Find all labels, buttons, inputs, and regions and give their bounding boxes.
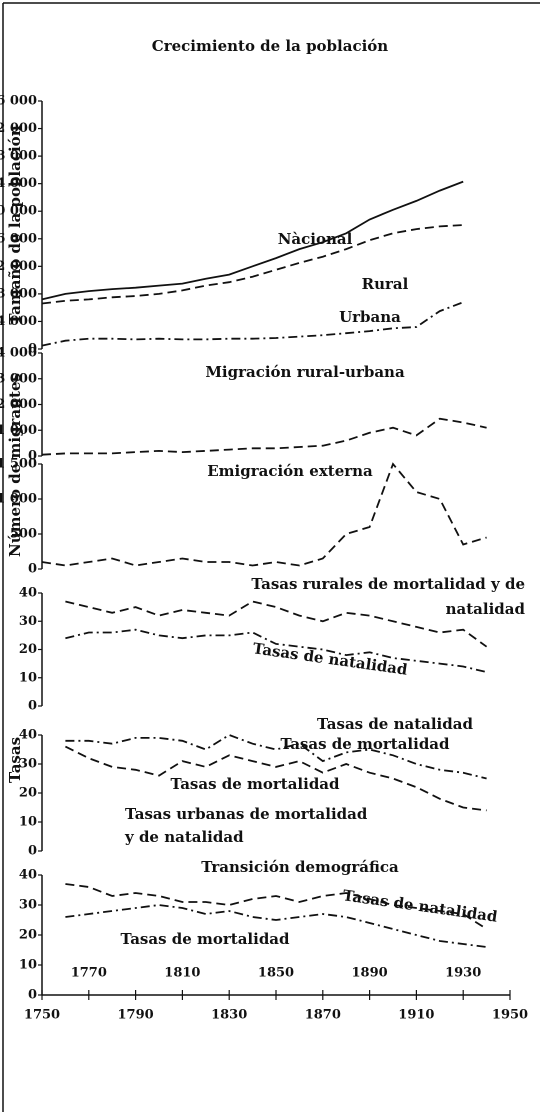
y-tick-label: 30 — [19, 757, 37, 772]
series-line — [65, 734, 487, 780]
x-tick-label: 1790 — [118, 1008, 154, 1023]
panel-title: natalidad — [446, 600, 526, 618]
y-tick-label: 1 500 — [0, 457, 37, 472]
annotation: y de natalidad — [124, 828, 244, 846]
y-tick-label: 10 — [19, 670, 37, 685]
y-tick-label: 0 — [28, 562, 37, 577]
series-label: Tasas de mortalidad — [280, 735, 450, 753]
series-label: Rural — [362, 275, 409, 293]
series-line — [65, 628, 487, 673]
y-tick-label: 0 — [28, 699, 37, 714]
y-tick-label: 20 — [19, 786, 37, 801]
series-line — [65, 745, 487, 812]
series-label: Urbana — [339, 308, 401, 326]
y-tick-label: 0 — [28, 844, 37, 859]
series-label: Tasas de mortalidad — [170, 775, 340, 793]
y-axis-label: Número de migrantes — [6, 373, 24, 557]
series-label: Nàcional — [278, 230, 353, 248]
x-tick-label: 1910 — [398, 1008, 434, 1023]
x-tick-label: 1950 — [492, 1008, 528, 1023]
x-tick-label: 1870 — [305, 1008, 341, 1023]
y-tick-label: 40 — [19, 868, 37, 883]
y-tick-label: 3 000 — [0, 371, 37, 386]
series-label: Tasas de natalidad — [317, 715, 473, 733]
panel-title: Migración rural-urbana — [205, 363, 405, 381]
y-tick-label: 10 — [19, 958, 37, 973]
y-tick-label: 16 000 — [0, 231, 37, 246]
x-tick-label: 1750 — [24, 1008, 60, 1023]
y-tick-label: 28 000 — [0, 149, 37, 164]
y-tick-label: 0 — [28, 988, 37, 1003]
y-tick-label: 36 000 — [0, 94, 37, 109]
y-tick-label: 40 — [19, 586, 37, 601]
series-line — [41, 417, 487, 456]
x-tick-label: 1830 — [211, 1008, 247, 1023]
x-tick-label: 1850 — [258, 966, 294, 981]
series-line — [41, 224, 464, 305]
y-tick-label: 30 — [19, 614, 37, 629]
panel-title: Crecimiento de la población — [152, 37, 389, 55]
series-label: Tasas de natalidad — [342, 886, 499, 926]
y-tick-label: 4 000 — [0, 346, 37, 361]
x-tick-label: 1930 — [445, 966, 481, 981]
y-tick-label: 0 — [28, 449, 37, 464]
y-tick-label: 0 — [28, 342, 37, 357]
y-tick-label: 4 000 — [0, 314, 37, 329]
series-line — [41, 301, 464, 347]
y-axis-label: Tamaño de la población — [6, 125, 24, 324]
y-tick-label: 12 000 — [0, 259, 37, 274]
annotation: Tasas urbanas de mortalidad — [125, 805, 368, 823]
x-tick-label: 1890 — [352, 966, 388, 981]
y-tick-label: 32 000 — [0, 121, 37, 136]
panel-title: Tasas rurales de mortalidad y de — [251, 575, 525, 593]
x-tick-label: 1810 — [164, 966, 200, 981]
y-tick-label: 20 — [19, 642, 37, 657]
y-tick-label: 20 — [19, 928, 37, 943]
series-label: Tasas de natalidad — [252, 639, 409, 679]
series-line — [65, 600, 488, 648]
x-tick-label: 1770 — [71, 966, 107, 981]
y-tick-label: 20 000 — [0, 204, 37, 219]
y-tick-label: 10 — [19, 815, 37, 830]
y-tick-label: 30 — [19, 898, 37, 913]
y-tick-label: 2 000 — [0, 397, 37, 412]
series-line — [41, 180, 464, 301]
panel-title: Transición demográfica — [201, 858, 399, 876]
y-tick-label: 8 000 — [0, 286, 37, 301]
y-tick-label: 500 — [10, 527, 37, 542]
series-line — [65, 904, 487, 948]
y-tick-label: 1 000 — [0, 423, 37, 438]
series-line — [41, 462, 487, 567]
y-tick-label: 40 — [19, 728, 37, 743]
series-label: Tasas de mortalidad — [120, 930, 290, 948]
y-tick-label: 24 000 — [0, 176, 37, 191]
y-axis-label: Tasas — [6, 737, 24, 783]
series-line — [65, 883, 488, 930]
panel-title: Emigración externa — [207, 462, 373, 480]
y-tick-label: 1 000 — [0, 492, 37, 507]
